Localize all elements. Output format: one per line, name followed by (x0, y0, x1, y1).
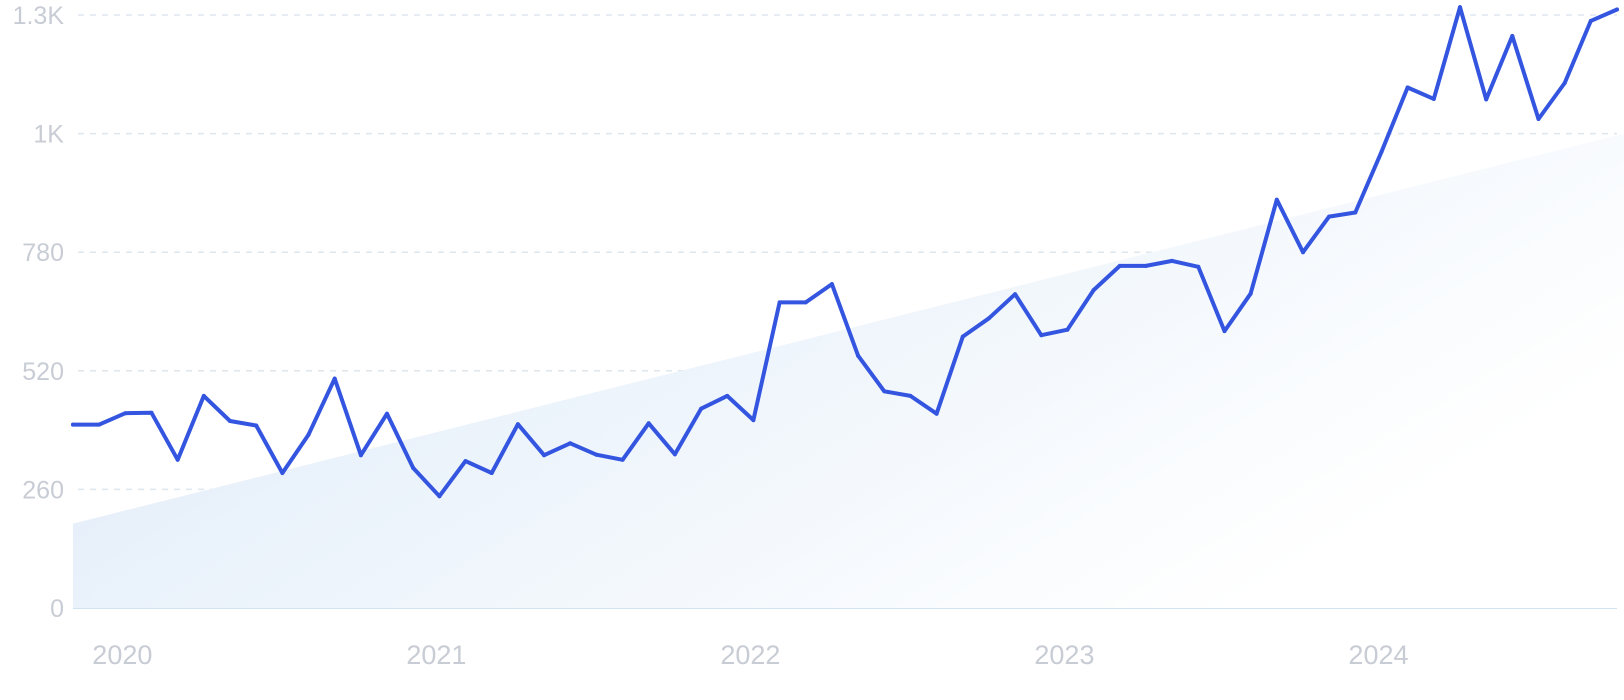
data-point (228, 419, 232, 423)
data-point (71, 422, 75, 427)
data-point (332, 376, 337, 381)
data-point (725, 393, 730, 398)
data-point (882, 389, 887, 394)
data-point (568, 441, 573, 446)
data-point (1039, 333, 1044, 338)
y-axis-tick-labels: 0 260 520 780 1K 1.3K (13, 2, 65, 623)
data-point (1013, 292, 1018, 297)
data-point (803, 300, 808, 305)
data-point (97, 422, 102, 427)
x-tick-label: 2020 (92, 640, 152, 670)
x-tick-label: 2021 (406, 640, 466, 670)
data-point (149, 410, 154, 415)
data-point (123, 411, 128, 416)
data-point (934, 411, 939, 416)
data-point (1274, 197, 1279, 202)
data-point (411, 466, 416, 470)
data-point (856, 353, 861, 358)
data-point (1510, 34, 1515, 38)
data-point (1588, 18, 1593, 23)
data-point (254, 423, 259, 428)
y-tick-label: 780 (22, 239, 64, 267)
data-point (437, 494, 442, 499)
data-point (908, 393, 913, 398)
series-line (71, 5, 1619, 499)
data-point (385, 411, 389, 416)
trend-area (73, 133, 1624, 608)
data-point (306, 432, 311, 437)
data-point (829, 282, 834, 287)
data-point (1484, 97, 1489, 102)
data-point (751, 418, 756, 423)
data-point (594, 452, 599, 457)
data-point (542, 453, 547, 458)
y-tick-label: 1.3K (13, 2, 65, 30)
data-point (1222, 329, 1227, 334)
data-point (1065, 327, 1070, 332)
y-tick-label: 1K (33, 121, 64, 149)
data-point (515, 422, 520, 427)
data-point (1196, 264, 1201, 269)
data-point (1353, 210, 1358, 215)
data-point (960, 334, 965, 339)
data-point (1379, 149, 1384, 154)
data-point (1301, 250, 1305, 255)
x-tick-label: 2023 (1034, 640, 1094, 670)
data-point (280, 471, 285, 475)
data-point (463, 459, 468, 464)
data-point (1615, 7, 1619, 12)
x-axis-tick-labels: 2020 2021 2022 2023 2024 (92, 640, 1408, 670)
data-point (1431, 96, 1436, 101)
data-point (699, 406, 704, 411)
y-tick-label: 520 (22, 358, 64, 386)
data-point (1117, 263, 1122, 268)
y-tick-label: 260 (22, 476, 64, 504)
data-point (201, 393, 206, 398)
data-point (777, 300, 782, 305)
data-point (620, 457, 625, 462)
data-point (1405, 85, 1410, 90)
data-point (1458, 5, 1462, 10)
series-layer (71, 5, 1619, 499)
data-point (1536, 117, 1541, 121)
data-point (358, 453, 363, 458)
data-point (1562, 81, 1567, 85)
data-point (175, 457, 180, 462)
data-point (489, 471, 494, 475)
data-point (646, 421, 651, 426)
x-tick-label: 2022 (720, 640, 780, 670)
data-point (1327, 214, 1332, 219)
x-tick-label: 2024 (1348, 640, 1408, 670)
data-point (672, 452, 677, 457)
data-point (1091, 288, 1096, 293)
data-point (1143, 263, 1148, 268)
data-point (1248, 291, 1253, 296)
data-point (986, 316, 991, 321)
y-tick-label: 0 (50, 595, 64, 623)
data-point (1170, 258, 1175, 263)
trend-area-layer (73, 133, 1624, 608)
